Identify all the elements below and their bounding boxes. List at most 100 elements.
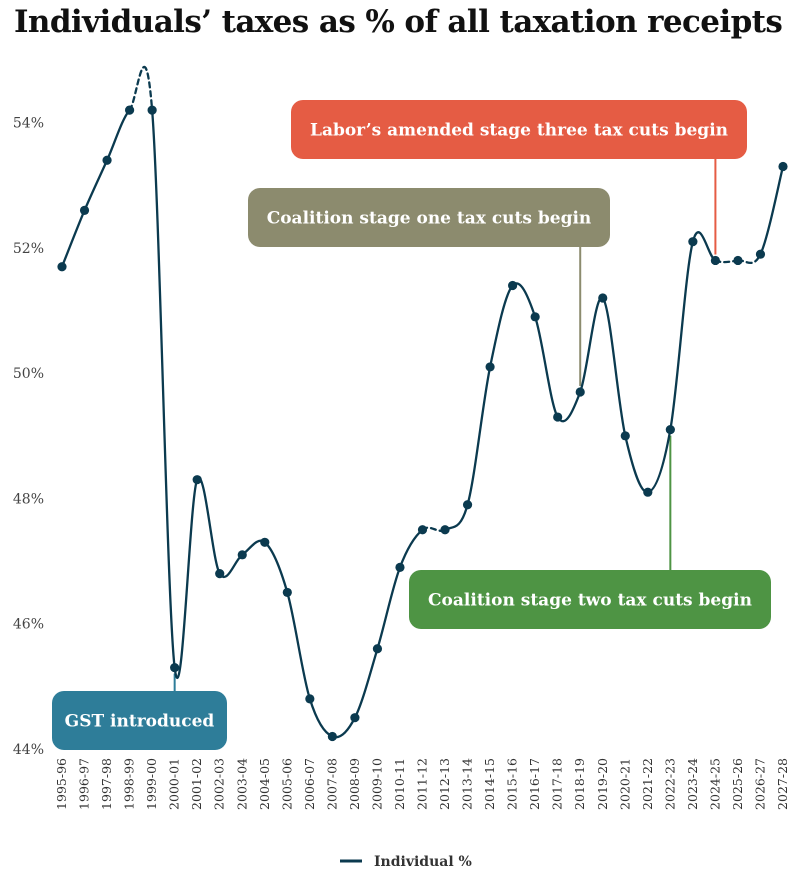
chart-title: Individuals’ taxes as % of all taxation … — [14, 4, 783, 40]
series-point — [192, 475, 202, 485]
series-line-segment — [196, 476, 221, 575]
x-axis-ticks: 1995-96 1996-97 1997-98 1998-99 1999-00 2000-… — [54, 758, 790, 810]
x-tick-label: 2021-22 — [640, 758, 655, 810]
y-tick-label: 44% — [13, 742, 44, 758]
annotation-box — [248, 188, 610, 247]
x-tick-label: 2012-13 — [437, 758, 452, 810]
series-line-segment — [308, 697, 334, 738]
series-point — [260, 537, 270, 547]
series-point — [237, 550, 247, 560]
series-line-segment — [669, 240, 695, 431]
series-line-segment — [534, 315, 559, 419]
annotation-label: Coalition stage two tax cuts begin — [428, 591, 752, 611]
series-line-segment — [466, 365, 492, 506]
x-tick-label: 2009-10 — [369, 758, 384, 810]
annotation-connectors — [173, 159, 717, 691]
series-point — [485, 362, 495, 372]
series-line-segment — [286, 591, 311, 701]
series-point — [508, 280, 518, 291]
x-tick-label: 2020-21 — [617, 758, 632, 810]
annotation-label: Coalition stage one tax cuts begin — [267, 209, 592, 229]
series-line-segment — [601, 296, 627, 437]
y-tick-label: 50% — [13, 366, 44, 382]
series-line-segment — [691, 231, 717, 262]
series-point — [778, 161, 788, 172]
series-point — [553, 412, 563, 422]
series-point — [395, 562, 405, 572]
annotation-label: Labor’s amended stage three tax cuts beg… — [310, 121, 728, 141]
series-line-segment — [759, 165, 785, 256]
series-point — [643, 487, 653, 497]
series-point — [372, 644, 383, 654]
y-tick-label: 52% — [13, 241, 44, 257]
series-point — [733, 255, 743, 266]
series-point — [350, 713, 360, 723]
series-line-segment — [83, 159, 109, 212]
series-point — [305, 694, 315, 704]
annotations: GST introduced Coalition stage one tax cu… — [52, 100, 771, 750]
x-tick-label: 2014-15 — [482, 758, 497, 810]
series-point — [57, 262, 67, 272]
x-tick-label: 2005-06 — [279, 758, 294, 810]
series-line-segment — [646, 428, 672, 494]
x-tick-label: 1995-96 — [54, 758, 69, 810]
x-tick-label: 2008-09 — [347, 758, 362, 810]
x-tick-label: 2001-02 — [189, 758, 204, 810]
x-tick-label: 2000-01 — [167, 758, 182, 810]
x-tick-label: 2027-28 — [775, 758, 790, 810]
x-tick-label: 2023-24 — [685, 758, 700, 810]
x-tick-label: 2019-20 — [595, 758, 610, 810]
x-tick-label: 2006-07 — [302, 758, 317, 810]
series-line-segment — [263, 541, 289, 594]
annotation-label: GST introduced — [65, 712, 215, 732]
annotation-box — [291, 100, 747, 159]
x-tick-label: 2022-23 — [662, 758, 677, 810]
series-point — [755, 249, 766, 259]
series-line-segment — [443, 503, 469, 531]
series-point — [530, 312, 540, 322]
series-point — [147, 105, 157, 115]
series-point — [124, 105, 135, 115]
series-point — [417, 525, 428, 535]
legend-label: Individual % — [374, 854, 472, 870]
x-tick-label: 2002-03 — [212, 758, 227, 810]
y-tick-label: 48% — [13, 491, 44, 507]
x-tick-label: 2016-17 — [527, 758, 542, 810]
x-tick-label: 2007-08 — [324, 758, 339, 810]
series-line-segment — [398, 528, 424, 569]
x-tick-label: 1998-99 — [122, 758, 137, 810]
series-point — [79, 205, 90, 215]
x-tick-label: 2010-11 — [392, 758, 407, 810]
x-tick-label: 1996-97 — [77, 758, 92, 810]
x-tick-label: 2024-25 — [707, 758, 722, 810]
series-point — [102, 155, 112, 165]
x-tick-label: 2017-18 — [550, 758, 565, 810]
annotation-box — [52, 691, 227, 750]
series-point — [462, 500, 473, 510]
series-line-segment — [60, 209, 86, 268]
series-point — [327, 731, 337, 742]
series-line-segment — [105, 108, 131, 162]
x-tick-label: 2018-19 — [572, 758, 587, 810]
series-point — [620, 431, 630, 441]
series-line-segment — [128, 65, 154, 112]
series-line-segment — [579, 296, 604, 394]
series-line-segment — [353, 647, 379, 719]
x-tick-label: 1999-00 — [144, 758, 159, 810]
legend: Individual % — [340, 854, 472, 870]
series-points — [57, 105, 788, 742]
x-tick-label: 1997-98 — [99, 758, 114, 810]
series-point — [440, 525, 450, 535]
series-point — [710, 255, 721, 266]
series-point — [575, 387, 585, 397]
x-tick-label: 2003-04 — [234, 758, 249, 810]
series-line-segment — [173, 478, 199, 680]
series-point — [665, 424, 675, 435]
series-point — [215, 569, 225, 579]
y-tick-label: 46% — [13, 617, 44, 633]
series-line-segment — [376, 566, 402, 650]
series-point — [282, 587, 292, 598]
x-tick-label: 2025-26 — [730, 758, 745, 810]
y-tick-label: 54% — [13, 116, 44, 132]
x-tick-label: 2011-12 — [415, 758, 430, 810]
